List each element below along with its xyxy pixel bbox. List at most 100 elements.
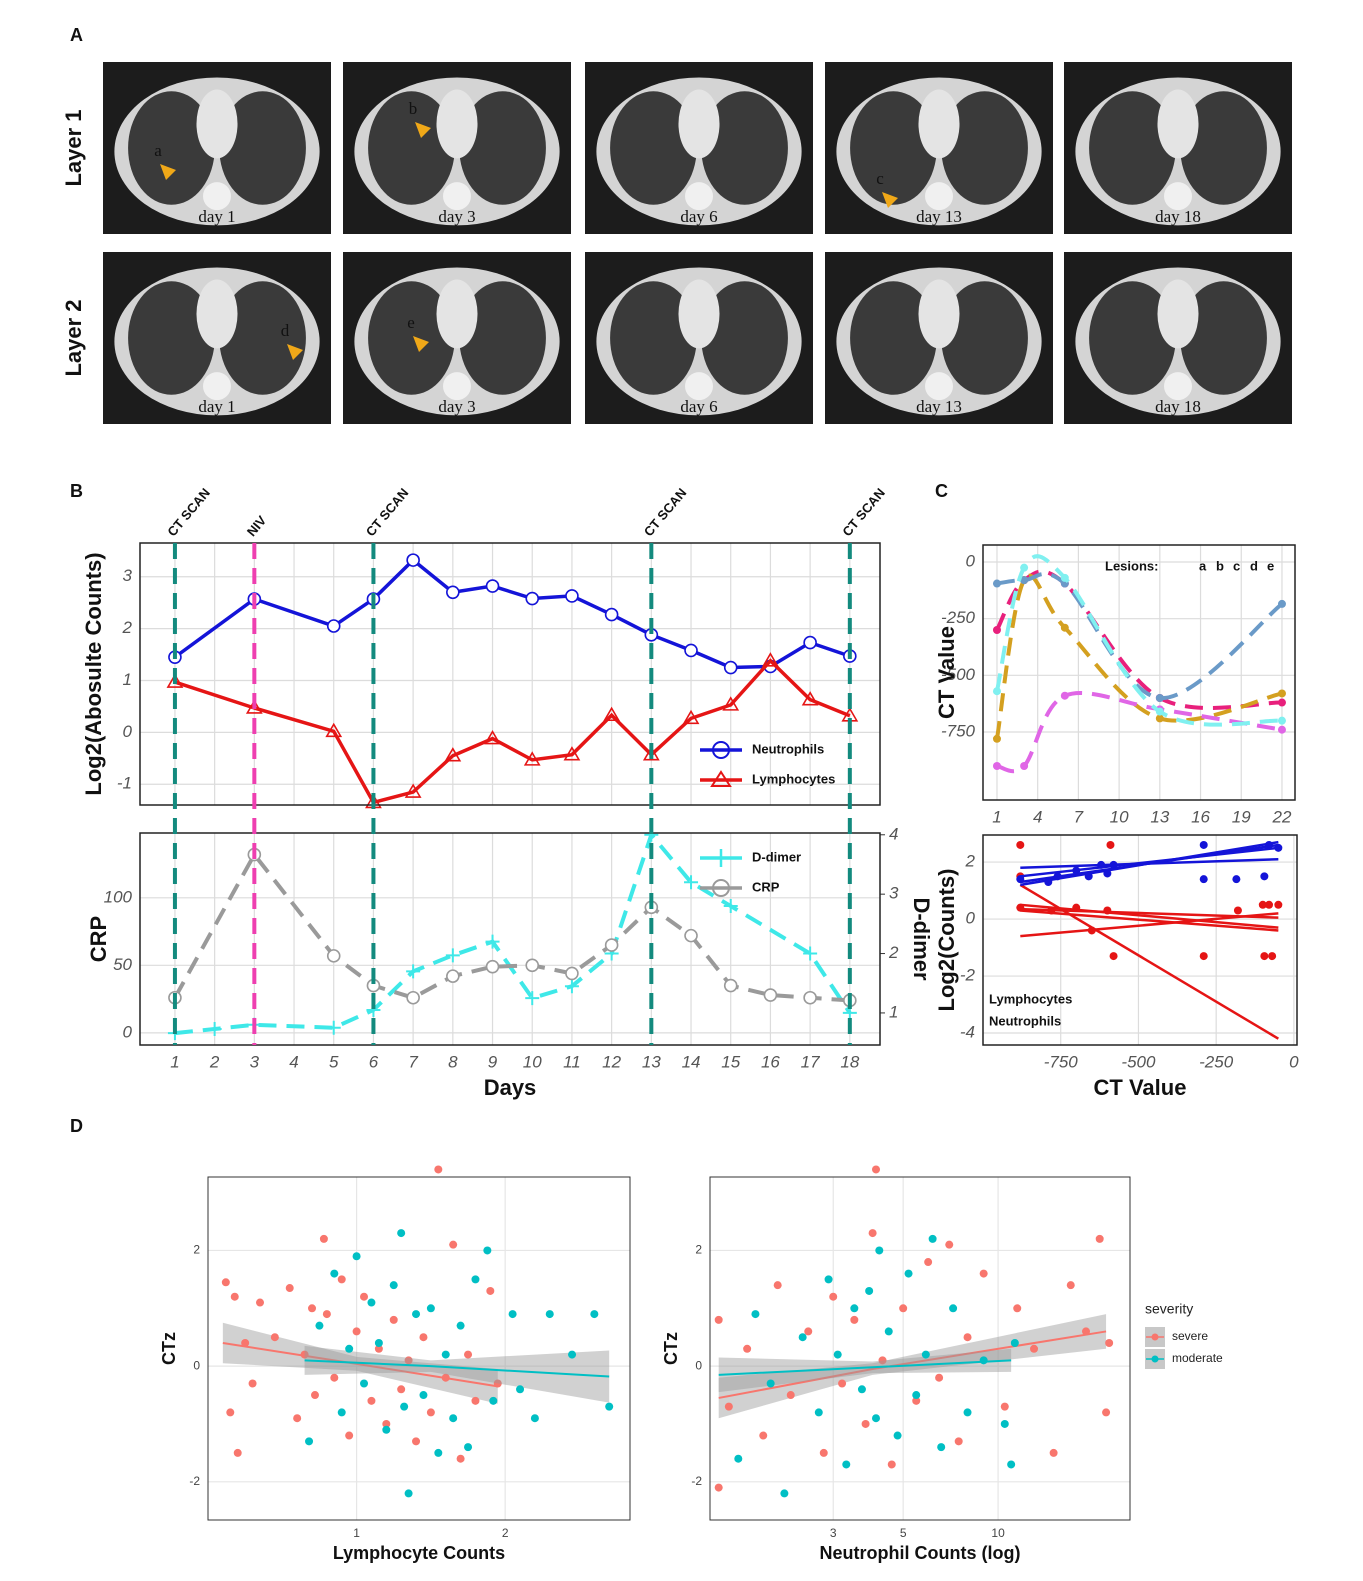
x-axis-label: Neutrophil Counts (log) (820, 1543, 1021, 1563)
plot-area (983, 545, 1295, 800)
x-tick-label: 2 (209, 1052, 220, 1071)
ct-spine (443, 372, 471, 401)
legend-key (1151, 1333, 1159, 1341)
marker (568, 1350, 577, 1359)
marker (842, 1460, 851, 1469)
marker (850, 1315, 859, 1324)
ct-spine (443, 182, 471, 211)
x-tick-label: 10 (523, 1052, 542, 1071)
marker (1260, 952, 1269, 961)
ct-lung (368, 91, 455, 205)
y-tick-label: 2 (122, 618, 133, 637)
ct-spine (203, 372, 231, 401)
marker (734, 1454, 743, 1463)
x-tick-label: 18 (840, 1052, 859, 1071)
confidence-band (718, 1348, 1012, 1393)
day-label: day 1 (198, 397, 235, 416)
day-label: day 3 (438, 207, 475, 226)
marker (367, 1298, 376, 1307)
y-tick-label: 2 (193, 1243, 200, 1257)
marker (508, 1310, 517, 1319)
x-tick-label: 22 (1272, 807, 1292, 826)
marker (352, 1327, 361, 1336)
lesion-arrow (882, 192, 898, 208)
y-tick-label: 0 (123, 722, 133, 741)
legend-key (1151, 1355, 1159, 1363)
marker (1277, 725, 1286, 734)
marker (404, 1489, 413, 1498)
marker (256, 1298, 265, 1307)
panel-label: C (935, 481, 948, 501)
marker (207, 1021, 222, 1036)
marker (714, 1483, 723, 1492)
marker (464, 1350, 473, 1359)
marker (603, 706, 621, 722)
event-label: CT SCAN (641, 485, 690, 539)
marker (992, 687, 1001, 696)
lesion-arrow (415, 122, 431, 138)
marker (899, 1304, 908, 1313)
marker (949, 1304, 958, 1313)
x-tick-label: 8 (448, 1052, 458, 1071)
marker (486, 1286, 495, 1295)
x-tick-label: 1 (353, 1526, 360, 1540)
y-tick-label: -750 (941, 721, 976, 740)
marker (992, 626, 1001, 634)
ct-image: day 6 (585, 252, 813, 424)
marker (456, 1321, 465, 1330)
legend-label: a (1199, 558, 1207, 573)
marker (829, 1292, 838, 1301)
marker (1013, 1304, 1022, 1313)
marker (406, 553, 420, 567)
ct-mediastinum (1157, 89, 1199, 159)
marker (489, 1396, 498, 1405)
marker (935, 1373, 944, 1382)
x-axis-label: CT Value (1094, 1075, 1187, 1100)
marker (545, 1310, 554, 1319)
marker (1277, 599, 1286, 608)
y-tick-label: -2 (189, 1474, 200, 1488)
marker (803, 946, 818, 961)
marker (642, 746, 660, 761)
marker (857, 1385, 866, 1394)
marker (319, 1234, 328, 1243)
marker (565, 589, 579, 603)
x-tick-label: 10 (1110, 807, 1129, 826)
marker (337, 1408, 346, 1417)
marker (1265, 900, 1274, 909)
ct-image: day 6 (585, 62, 813, 234)
marker (979, 1356, 988, 1365)
ct-mediastinum (918, 89, 960, 159)
marker (382, 1419, 391, 1428)
marker (743, 1344, 752, 1353)
marker (682, 709, 700, 725)
marker (406, 964, 421, 979)
marker (684, 643, 698, 658)
fit-line (1020, 907, 1279, 919)
marker (801, 691, 819, 706)
legend-label: D-dimer (752, 849, 801, 864)
ct-lung (941, 281, 1028, 395)
y-axis-label: CT Value (934, 626, 959, 719)
plot-area (208, 1177, 630, 1520)
y-tick-label: 3 (123, 566, 133, 585)
marker (315, 1321, 324, 1330)
ct-mediastinum (436, 279, 478, 349)
marker (714, 1315, 723, 1324)
y-axis-label: CRP (86, 916, 111, 962)
ct-lung (128, 91, 215, 205)
fit-line (1020, 903, 1279, 929)
x-tick-label: 13 (1150, 807, 1169, 826)
row-label: Layer 1 (61, 109, 86, 186)
x-tick-label: 12 (602, 1052, 621, 1071)
marker (305, 1437, 314, 1446)
marker (833, 1350, 842, 1359)
marker (1030, 1344, 1039, 1353)
ct-spine (1164, 372, 1192, 401)
legend-title: severity (1145, 1301, 1193, 1317)
marker (884, 1327, 893, 1336)
marker (1199, 840, 1208, 849)
marker (1260, 872, 1269, 881)
marker (441, 1350, 450, 1359)
marker (904, 1269, 913, 1278)
